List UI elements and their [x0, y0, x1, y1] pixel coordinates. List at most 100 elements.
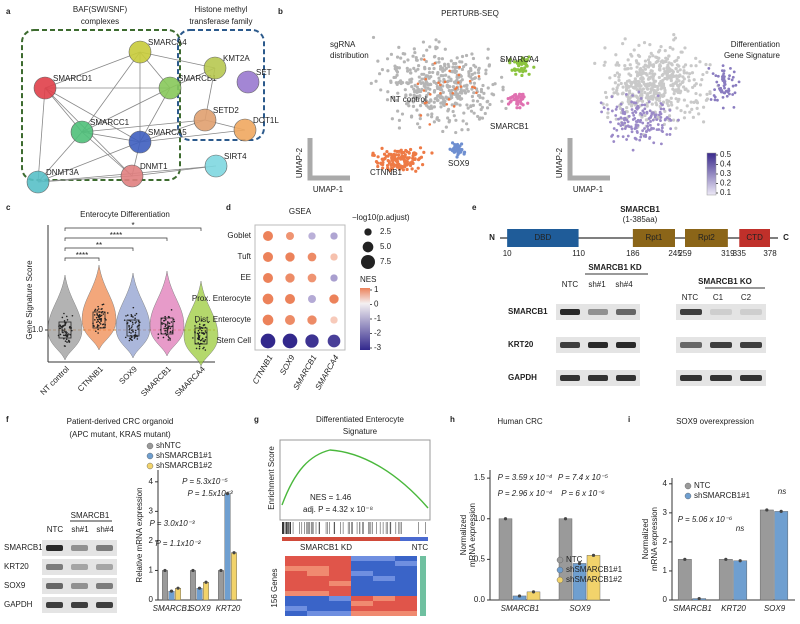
- cell-dot: [640, 93, 644, 98]
- cell-dot: [602, 106, 606, 110]
- bar: [498, 518, 513, 601]
- node: [236, 70, 260, 94]
- bar: [231, 552, 237, 601]
- cell-dot: [665, 68, 669, 73]
- y-tick-label: 0.5: [474, 554, 486, 563]
- cell-dot: [640, 113, 644, 117]
- cell-dot: [616, 134, 620, 138]
- heatmap-cell: [285, 561, 307, 566]
- cell-dot: [506, 96, 510, 101]
- cell-dot: [205, 336, 207, 338]
- cell-dot: [636, 96, 640, 101]
- cell-dot: [504, 106, 508, 111]
- cell-dot: [134, 314, 136, 317]
- cell-dot: [483, 111, 487, 116]
- cell-dot: [687, 75, 691, 79]
- cell-dot: [136, 326, 139, 328]
- cell-dot: [623, 121, 627, 125]
- cell-dot: [614, 53, 618, 57]
- cell-dot: [414, 169, 418, 173]
- cell-dot: [403, 88, 407, 92]
- bar: [196, 587, 203, 601]
- cell-dot: [660, 79, 664, 83]
- cell-dot: [399, 81, 403, 86]
- heatmap-cell: [329, 581, 351, 586]
- cell-dot: [666, 104, 671, 108]
- cell-dot: [689, 100, 693, 104]
- cell-dot: [95, 316, 98, 319]
- cell-dot: [659, 112, 663, 116]
- cell-dot: [128, 324, 130, 327]
- cell-dot: [480, 116, 485, 120]
- cell-dot: [406, 156, 410, 160]
- cell-dot: [128, 326, 130, 328]
- point: [225, 492, 230, 496]
- cell-dot: [617, 117, 620, 121]
- node: [203, 56, 227, 80]
- annotation: P = 2.96 x 10⁻⁴: [498, 489, 553, 498]
- cell-dot: [656, 115, 660, 119]
- cell-dot: [100, 320, 102, 322]
- cell-dot: [409, 115, 414, 119]
- cell-dot: [436, 70, 440, 75]
- cell-dot: [606, 111, 610, 115]
- cell-dot: [707, 66, 711, 70]
- cell-dot: [612, 127, 616, 130]
- cell-dot: [395, 70, 400, 74]
- cell-dot: [376, 164, 380, 169]
- cell-dot: [671, 84, 675, 88]
- cell-dot: [65, 334, 68, 337]
- cell-dot: [410, 85, 414, 89]
- heatmap-cell: [351, 586, 373, 591]
- cell-dot: [66, 334, 69, 337]
- cell-dot: [397, 66, 401, 70]
- cell-dot: [401, 150, 406, 155]
- x-tick-label: SOX9: [189, 604, 211, 613]
- cell-dot: [440, 66, 445, 70]
- cell-dot: [130, 332, 132, 334]
- cell-dot: [432, 66, 436, 71]
- legend-label: shSMARCB1#1: [694, 491, 751, 500]
- dot: [307, 273, 317, 283]
- cell-dot: [734, 83, 738, 87]
- cell-dot: [666, 66, 671, 70]
- cell-dot: [456, 144, 460, 148]
- panel-label: f: [6, 415, 9, 424]
- cell-dot: [64, 334, 66, 337]
- cell-dot: [407, 104, 411, 108]
- cell-dot: [646, 58, 651, 62]
- cell-dot: [203, 340, 206, 342]
- cell-dot: [659, 45, 663, 49]
- cell-dot: [638, 120, 642, 124]
- cell-dot: [525, 58, 529, 63]
- cell-dot: [448, 69, 451, 73]
- cell-dot: [425, 103, 429, 108]
- cell-dot: [641, 80, 645, 84]
- heatmap-cell: [395, 581, 417, 586]
- y-tick-label: 2: [663, 537, 668, 546]
- cell-dot: [164, 329, 167, 332]
- x-tick-label: SMARCB1: [501, 604, 540, 613]
- cell-dot: [173, 320, 176, 323]
- cell-dot: [157, 337, 160, 339]
- lane-label: sh#4: [96, 525, 114, 534]
- cell-dot: [429, 98, 433, 102]
- cell-dot: [408, 161, 413, 165]
- domain: [632, 229, 675, 247]
- cell-dot: [441, 69, 445, 73]
- cell-dot: [98, 316, 100, 319]
- cell-dot: [432, 105, 437, 109]
- cell-dot: [709, 98, 713, 101]
- cell-dot: [64, 340, 67, 342]
- cell-dot: [459, 142, 464, 146]
- cell-dot: [465, 103, 469, 107]
- cell-dot: [681, 80, 685, 84]
- heatmap-cell: [285, 591, 307, 596]
- cell-dot: [385, 98, 390, 102]
- cell-dot: [406, 100, 410, 105]
- significance: ****: [110, 231, 122, 240]
- cell-dot: [404, 148, 408, 153]
- cell-dot: [682, 69, 686, 73]
- cell-dot: [195, 347, 198, 350]
- x-tick-label: SOX9: [117, 364, 139, 386]
